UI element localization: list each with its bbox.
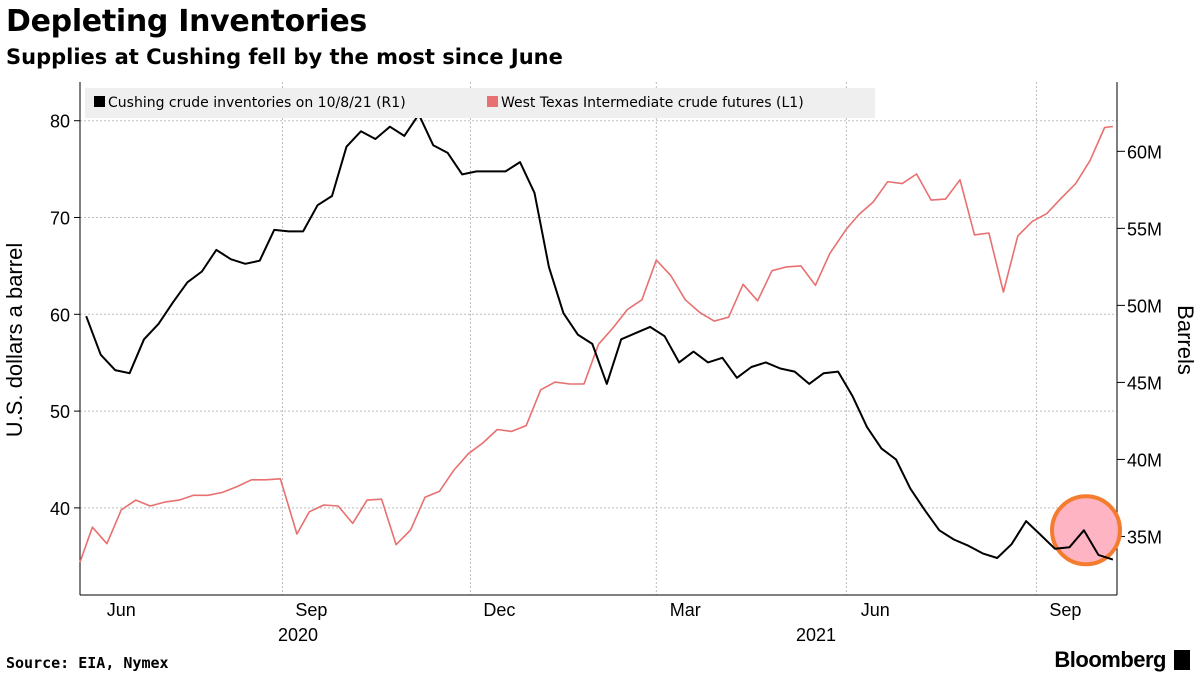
x-year-label-2021: 2021 xyxy=(796,625,836,645)
left-tick-label: 70 xyxy=(50,209,70,229)
highlight-layer xyxy=(1050,494,1123,567)
legend-swatch-wti xyxy=(487,96,498,107)
legend-swatch-cushing xyxy=(94,96,105,107)
right-axis-title: Barrels xyxy=(1173,305,1198,375)
bloomberg-logo: Bloomberg xyxy=(1054,647,1166,672)
axes: 40 50 60 70 80 35M 40M 45M 50M 55M 60M Jun Sep Dec Mar… xyxy=(50,82,1162,620)
left-tick-label: 50 xyxy=(50,402,70,422)
legend-label-cushing: Cushing crude inventories on 10/8/21 (R1… xyxy=(108,95,406,111)
right-tick-label: 40M xyxy=(1127,450,1162,470)
x-tick-label: Jun xyxy=(861,600,890,620)
source-note: Source: EIA, Nymex xyxy=(6,654,169,672)
right-tick-label: 55M xyxy=(1127,219,1162,239)
highlight-circle xyxy=(1050,494,1123,567)
gridlines xyxy=(80,82,1117,595)
x-tick-label: Sep xyxy=(295,600,327,620)
cushing-inventories-line xyxy=(85,113,1114,561)
x-tick-label: Dec xyxy=(483,600,515,620)
legend-background xyxy=(85,88,875,118)
right-tick-label: 50M xyxy=(1127,296,1162,316)
legend: Cushing crude inventories on 10/8/21 (R1… xyxy=(85,88,875,118)
right-tick-label: 60M xyxy=(1127,142,1162,162)
x-year-label-2020: 2020 xyxy=(278,625,318,645)
left-tick-label: 40 xyxy=(50,499,70,519)
legend-label-wti: West Texas Intermediate crude futures (L… xyxy=(501,95,804,111)
x-tick-label: Sep xyxy=(1049,600,1081,620)
wti-futures-line xyxy=(79,125,1113,563)
left-tick-label: 80 xyxy=(50,112,70,132)
left-axis-title: U.S. dollars a barrel xyxy=(2,243,27,437)
chart-subtitle: Supplies at Cushing fell by the most sin… xyxy=(6,45,563,69)
chart-title: Depleting Inventories xyxy=(6,4,367,39)
series-layer xyxy=(79,113,1114,563)
bloomberg-terminal-icon xyxy=(1174,650,1190,670)
right-tick-label: 45M xyxy=(1127,373,1162,393)
x-tick-label: Mar xyxy=(670,600,701,620)
x-tick-label: Jun xyxy=(107,600,136,620)
left-tick-label: 60 xyxy=(50,305,70,325)
right-tick-label: 35M xyxy=(1127,527,1162,547)
